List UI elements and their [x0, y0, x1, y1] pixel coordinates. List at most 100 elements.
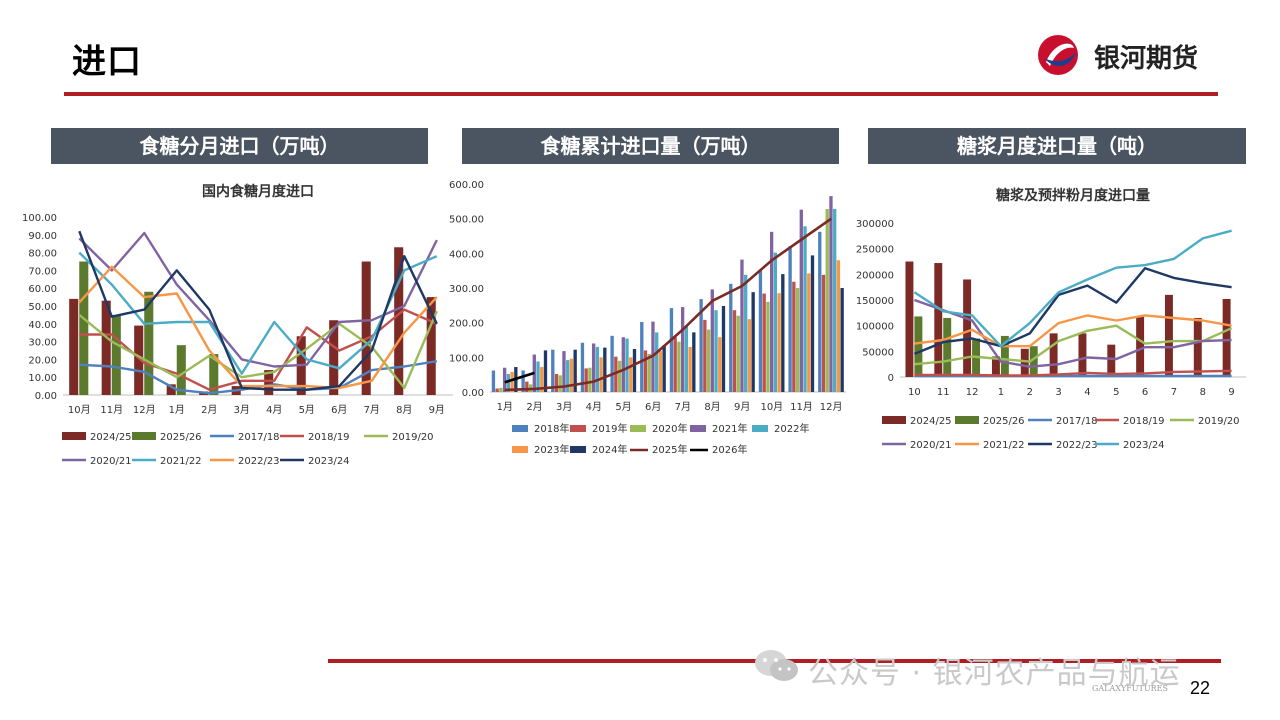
bar [807, 273, 811, 392]
y-tick-label: 0 [888, 373, 894, 384]
legend-label: 2020/21 [90, 456, 132, 467]
legend-swatch [512, 446, 528, 453]
panel-header-monthly-import: 食糖分月进口（万吨） [51, 128, 428, 164]
x-tick-label: 3月 [234, 404, 250, 416]
y-tick-label: 100000 [856, 322, 894, 333]
bar [525, 381, 529, 392]
chart-monthly-sugar-import: 国内食糖月度进口 0.00 10.00 20.00 30.00 40.00 50.00 60.… [22, 183, 453, 467]
bar [573, 349, 577, 392]
panel-header-cumulative-import: 食糖累计进口量（万吨） [462, 128, 839, 164]
bar [394, 247, 404, 395]
x-tick-label: 5月 [615, 401, 631, 413]
chart-cumulative-sugar-import: 0.00 100.00 200.00 300.00 400.00 500.00 600.00… [449, 180, 846, 456]
series-line [504, 371, 535, 384]
x-tick-label: 8月 [704, 401, 720, 413]
x-tick-label: 11 [937, 387, 950, 398]
legend-label: 2019/20 [392, 432, 434, 443]
bar [595, 346, 600, 392]
bar [625, 338, 629, 392]
series-line [78, 310, 438, 390]
x-tick-label: 6 [1142, 387, 1148, 398]
y-tick-label: 30.00 [28, 338, 57, 349]
legend-swatch [752, 425, 768, 432]
legend-label: 2020/21 [910, 440, 952, 451]
legend-label: 2025年 [652, 443, 687, 456]
bar [829, 196, 833, 392]
legend-label: 2019/20 [1198, 416, 1240, 427]
legend-label: 2022/23 [1056, 440, 1098, 451]
bar [744, 274, 748, 392]
legend-swatch [570, 425, 586, 432]
bar [562, 351, 566, 392]
x-tick-label: 10 [908, 387, 921, 398]
x-tick-label: 3月 [556, 401, 572, 413]
bar [655, 332, 659, 392]
bar [729, 283, 733, 392]
bar [934, 263, 943, 377]
y-tick-label: 150000 [856, 296, 894, 307]
legend-label: 2023年 [534, 443, 569, 456]
y-tick-label: 400.00 [449, 249, 484, 260]
y-tick-label: 80.00 [28, 249, 57, 260]
legend-swatch [955, 416, 979, 424]
bar [1029, 346, 1038, 377]
x-tick-label: 5月 [299, 404, 315, 416]
x-tick-label: 8 [1200, 387, 1206, 398]
bar [209, 354, 219, 395]
bar [803, 226, 807, 392]
y-tick-label: 100.00 [449, 353, 484, 364]
bar [621, 337, 625, 392]
x-tick-label: 7月 [675, 401, 691, 413]
bar [1222, 298, 1231, 377]
x-tick-label: 8月 [396, 404, 412, 416]
bar [991, 356, 1000, 377]
y-tick-label: 300000 [856, 219, 894, 230]
bar [640, 321, 644, 392]
bar [1049, 333, 1058, 377]
legend-label: 2019年 [592, 422, 627, 435]
series-line [914, 369, 1232, 377]
x-tick-label: 11月 [100, 404, 123, 416]
bar [558, 375, 562, 392]
bar [361, 261, 371, 395]
x-tick-label: 11月 [790, 401, 813, 413]
bar [536, 361, 540, 392]
y-tick-label: 10.00 [28, 373, 57, 384]
legend-label: 2021/22 [983, 440, 1025, 451]
x-tick-label: 2月 [526, 401, 542, 413]
bar [799, 209, 803, 392]
bar [781, 274, 785, 392]
legend-swatch [630, 425, 646, 432]
x-tick-label: 10月 [68, 404, 91, 416]
x-tick-label: 4月 [586, 401, 602, 413]
bar [495, 388, 499, 392]
y-tick-label: 250000 [856, 245, 894, 256]
bar [1078, 333, 1087, 377]
x-tick-label: 2 [1027, 387, 1033, 398]
chart-syrup-import: 糖浆及预拌粉月度进口量 0 50000 100000 150000 200000 25000… [856, 187, 1246, 451]
bar [740, 259, 744, 392]
bar [662, 345, 666, 392]
bar [617, 360, 622, 392]
bar [788, 246, 792, 392]
series-line [914, 314, 1232, 348]
y-tick-label: 300.00 [449, 284, 484, 295]
bar [134, 325, 144, 395]
bar [144, 291, 154, 395]
bar [69, 298, 79, 395]
bar [603, 347, 607, 392]
bar [684, 326, 689, 392]
footer-brand: GALAXYFUTURES [1092, 684, 1168, 693]
legend-label: 2018/19 [308, 432, 350, 443]
legend-label: 2024/25 [910, 416, 952, 427]
bar [762, 293, 766, 392]
bar [758, 269, 763, 392]
bar [499, 387, 503, 392]
panel-header-syrup-import: 糖浆月度进口量（吨） [868, 128, 1246, 164]
y-tick-label: 100.00 [22, 213, 57, 224]
bar [584, 368, 588, 392]
bar [543, 350, 548, 392]
bar [554, 373, 559, 392]
bar [264, 370, 274, 395]
bar [721, 306, 726, 392]
